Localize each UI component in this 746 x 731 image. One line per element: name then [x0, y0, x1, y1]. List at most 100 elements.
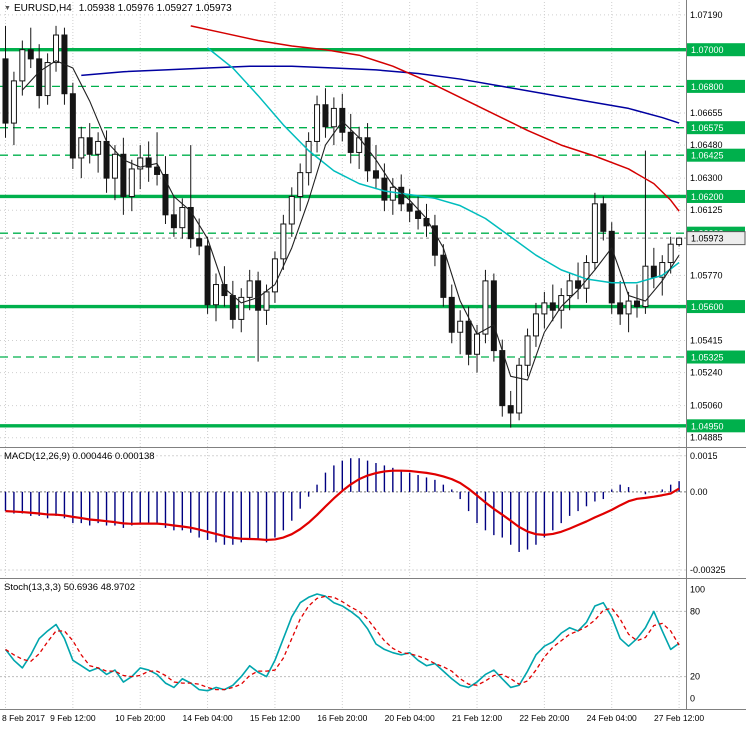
level-price-badge[interactable]	[687, 300, 745, 314]
level-price-badge-label: 1.06800	[691, 82, 724, 92]
date-label: 8 Feb 2017	[2, 713, 45, 723]
macd-signal-line	[5, 469, 680, 542]
candle-body	[2, 58, 9, 124]
price-tick-label: 1.06655	[690, 108, 723, 118]
date-label: 22 Feb 20:00	[519, 713, 569, 723]
macd-tick-label: 0.00	[690, 487, 708, 497]
candle-body	[196, 238, 203, 247]
level-price-badge[interactable]	[687, 148, 745, 162]
price-tick-label: 1.05060	[690, 401, 723, 411]
candle-body	[516, 364, 523, 414]
candle-body	[86, 137, 93, 155]
stoch-name-label: Stoch(13,3,3)	[4, 582, 62, 593]
candle-body	[457, 320, 464, 333]
date-label: 20 Feb 04:00	[385, 713, 435, 723]
price-tick-label: 1.06300	[690, 173, 723, 183]
candle-body	[617, 302, 624, 315]
level-price-badge-label: 1.06575	[691, 123, 724, 133]
candle-body	[120, 153, 127, 197]
ma-teal	[207, 47, 680, 284]
candle-body	[314, 104, 321, 142]
level-price-badge[interactable]	[687, 189, 745, 203]
candle-body	[53, 34, 60, 64]
current-price-badge	[686, 231, 746, 246]
candle-body	[213, 284, 219, 306]
ma-slow-blue	[81, 65, 680, 124]
candle-body	[44, 62, 51, 97]
price-tick-label: 1.05415	[690, 336, 723, 346]
candle-body	[111, 153, 118, 179]
candle-body	[389, 186, 396, 201]
candle-body	[431, 225, 438, 256]
stoch-tick-label: 20	[690, 672, 700, 682]
candle-body	[583, 262, 590, 289]
candle-body	[490, 280, 497, 352]
candle-body	[507, 405, 514, 414]
candle-body	[179, 206, 186, 229]
date-label: 21 Feb 12:00	[452, 713, 502, 723]
level-price-badge[interactable]	[687, 419, 745, 433]
ma-fast-black	[21, 60, 680, 381]
candle-body	[246, 280, 253, 298]
symbol-ohlc-header: ▼ EURUSD,H4 1.05938 1.05976 1.05927 1.0597…	[4, 3, 232, 15]
ma-medium-red	[190, 25, 680, 212]
price-tick-label: 1.07190	[690, 10, 723, 20]
candle-body	[229, 295, 236, 320]
candle-body	[642, 265, 649, 308]
candle-body	[448, 296, 455, 333]
candle-body	[305, 140, 312, 174]
candle-body	[69, 93, 76, 159]
level-price-badge-label: 1.07000	[691, 45, 724, 55]
stoch-indicator-header: Stoch(13,3,3) 50.6936 48.9702	[4, 582, 135, 594]
candle-body	[137, 157, 144, 170]
candle-body	[541, 302, 548, 315]
date-label: 24 Feb 04:00	[587, 713, 637, 723]
stoch-signal-line	[5, 595, 680, 691]
candle-body	[575, 280, 582, 289]
level-price-badge-label: 1.05600	[691, 302, 724, 312]
chart-marker-icon: ▼	[4, 5, 11, 12]
macd-values-label: 0.000446 0.000138	[72, 451, 155, 462]
date-label: 15 Feb 12:00	[250, 713, 300, 723]
price-tick-label: 1.04885	[690, 433, 723, 443]
macd-name-label: MACD(12,26,9)	[4, 451, 70, 462]
candle-body	[372, 170, 379, 179]
symbol-timeframe-label: EURUSD,H4	[13, 3, 72, 14]
level-price-badge[interactable]	[687, 350, 745, 364]
date-label: 16 Feb 20:00	[317, 713, 367, 723]
candle-body	[238, 296, 245, 320]
candle-body	[482, 280, 489, 335]
candle-body	[19, 49, 26, 82]
date-label: 14 Feb 04:00	[183, 713, 233, 723]
price-tick-label: 1.05240	[690, 368, 723, 378]
macd-tick-label: -0.00325	[690, 565, 726, 575]
stoch-tick-label: 80	[690, 606, 700, 616]
candle-body	[322, 104, 329, 128]
candle-body	[659, 262, 666, 278]
candle-body	[591, 203, 598, 264]
candle-body	[162, 173, 169, 216]
candle-body	[608, 230, 615, 304]
candle-body	[339, 107, 346, 133]
candle-body	[566, 280, 573, 297]
level-price-badge[interactable]	[687, 43, 745, 57]
candle-body	[27, 49, 34, 60]
stoch-main-line	[4, 593, 680, 692]
candle-body	[154, 166, 161, 175]
date-label: 9 Feb 12:00	[50, 713, 96, 723]
ohlc-values-label: 1.05938 1.05976 1.05927 1.05973	[78, 3, 232, 14]
level-price-badge[interactable]	[687, 121, 745, 135]
level-price-badge[interactable]	[687, 79, 745, 93]
candle-body	[204, 245, 211, 306]
candle-body	[78, 137, 85, 159]
level-price-badge-label: 1.06425	[691, 151, 724, 161]
price-tick-label: 1.05770	[690, 270, 723, 280]
level-price-badge-label: 1.06200	[691, 192, 724, 202]
candle-body	[499, 350, 506, 407]
macd-tick-label: 0.0015	[690, 451, 718, 461]
candle-body	[128, 168, 135, 197]
candle-body	[600, 203, 607, 232]
level-price-badge-label: 1.04950	[691, 421, 724, 431]
